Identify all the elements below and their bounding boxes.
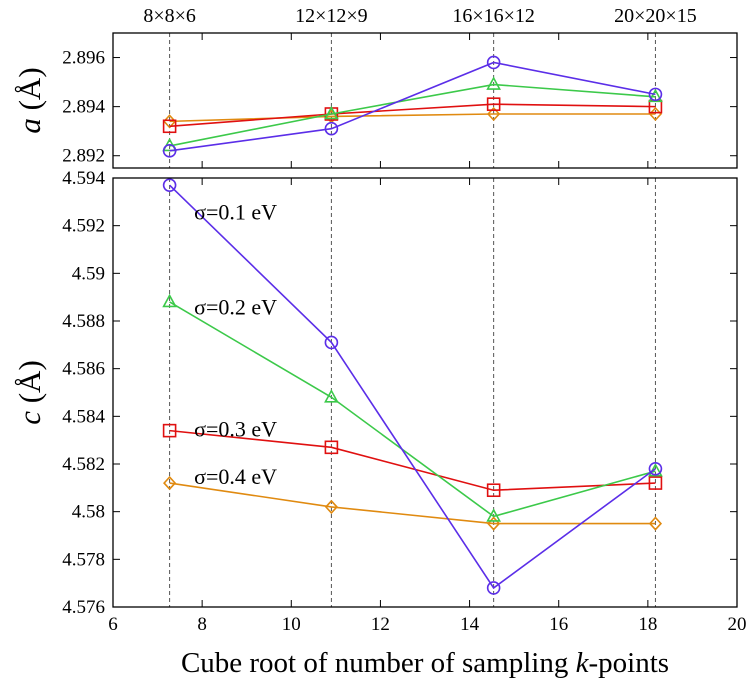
top-mesh-label: 8×8×6: [143, 5, 196, 27]
series-annotation: σ=0.1 eV: [194, 199, 277, 224]
data-point-circle: [486, 55, 501, 70]
data-point-triangle: [486, 76, 501, 90]
data-point-circle: [648, 461, 663, 476]
series-line: [169, 103, 656, 128]
x-tick-label: 14: [460, 614, 480, 635]
data-point-diamond: [163, 475, 177, 491]
data-point-circle: [162, 144, 177, 158]
x-tick-label: 10: [282, 614, 301, 635]
y-axis-label-unit: (Å): [12, 360, 47, 411]
series-annotation: σ=0.4 eV: [194, 464, 277, 489]
y-tick-label: 2.896: [62, 48, 105, 69]
x-tick-label: 18: [638, 614, 657, 635]
series-line: [169, 61, 656, 152]
series-line: [169, 113, 656, 123]
data-point-triangle: [324, 389, 339, 403]
plot-frame: [112, 177, 738, 608]
y-tick-label: 4.578: [62, 549, 105, 570]
series-line: [169, 301, 656, 518]
x-axis-label-part: -points: [588, 647, 669, 679]
y-tick-label: 4.592: [62, 216, 105, 237]
data-point-diamond: [487, 106, 501, 122]
y-axis-label-unit: (Å): [12, 67, 47, 118]
data-point-square: [162, 119, 177, 134]
x-tick-label: 8: [197, 614, 207, 635]
data-point-square: [486, 97, 501, 111]
data-point-triangle: [648, 88, 663, 103]
series-line: [169, 429, 656, 492]
x-axis-label-part: Cube root of number of sampling: [181, 647, 576, 679]
data-point-diamond: [324, 499, 338, 515]
data-point-circle: [324, 335, 339, 350]
series-line: [169, 482, 656, 525]
data-point-circle: [648, 87, 663, 102]
data-point-square: [486, 483, 501, 498]
y-tick-label: 2.894: [62, 97, 105, 118]
x-tick-label: 16: [549, 614, 568, 635]
data-point-triangle: [324, 105, 339, 120]
x-tick-label: 20: [728, 614, 747, 635]
data-point-circle: [162, 178, 177, 192]
y-axis-label: c (Å): [12, 360, 47, 425]
data-point-square: [648, 476, 663, 490]
data-point-square: [324, 440, 339, 455]
y-tick-label: 4.586: [62, 359, 105, 380]
bottom-panel: 4.576 4.578 4.58 4.582 4.584 4.586 4.588 4.59 4.…: [12, 168, 747, 679]
x-tick-label: 12: [371, 614, 390, 635]
plot-frame: [112, 32, 738, 169]
data-point-circle: [486, 581, 501, 595]
series-annotation: σ=0.3 eV: [194, 416, 277, 441]
top-mesh-label: 16×16×12: [452, 5, 535, 27]
top-mesh-label: 20×20×15: [614, 5, 697, 27]
x-axis-label: Cube root of number of sampling k-points: [181, 647, 669, 679]
y-tick-label: 4.576: [62, 597, 105, 618]
x-tick-label: 6: [108, 614, 118, 635]
y-tick-label: 4.594: [62, 168, 105, 189]
top-mesh-label: 12×12×9: [295, 5, 368, 27]
top-panel: 2.892 2.894 2.896 8×8×6 12×12×9 16×16×12 20×20…: [12, 5, 738, 169]
data-point-diamond: [648, 516, 663, 531]
series-annotation: σ=0.2 eV: [194, 295, 277, 320]
data-point-circle: [324, 121, 339, 136]
y-tick-label: 4.59: [72, 263, 105, 284]
series-line: [169, 184, 656, 590]
y-tick-label: 4.582: [62, 454, 105, 475]
data-point-diamond: [163, 114, 177, 129]
x-axis-label-part: k: [576, 647, 590, 679]
data-point-triangle: [486, 508, 501, 522]
y-axis-label-symbol: a: [12, 118, 47, 134]
y-tick-label: 4.584: [62, 406, 105, 427]
data-point-square: [162, 423, 177, 438]
y-axis-label: a (Å): [12, 67, 47, 133]
y-tick-label: 2.892: [62, 146, 105, 167]
series-line: [169, 83, 656, 147]
y-tick-label: 4.588: [62, 311, 105, 332]
y-tick-label: 4.58: [72, 502, 105, 523]
data-point-triangle: [162, 293, 177, 308]
y-axis-label-symbol: c: [12, 411, 47, 425]
